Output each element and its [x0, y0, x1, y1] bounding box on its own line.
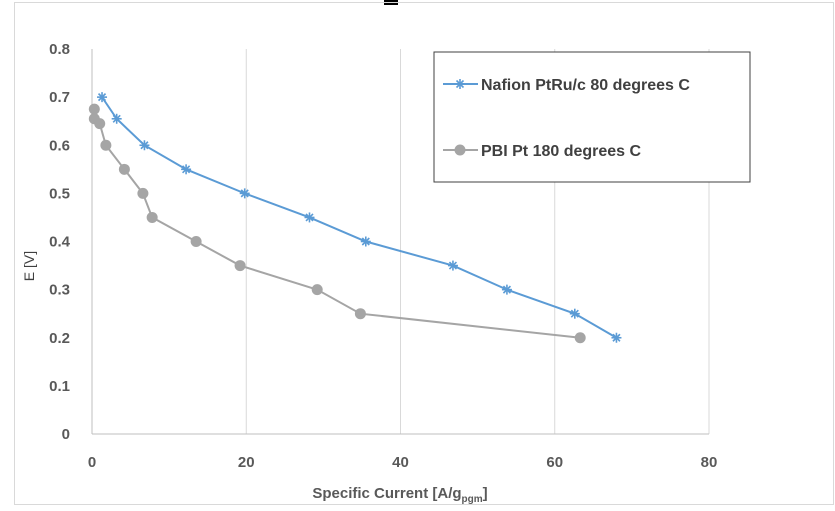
data-point-circle	[311, 284, 323, 296]
data-point-circle	[234, 260, 246, 272]
data-point-circle	[100, 139, 112, 151]
x-tick-label: 40	[392, 454, 409, 471]
x-tick-label: 60	[546, 454, 563, 471]
data-point-asterisk	[569, 308, 580, 319]
data-point-circle	[354, 308, 366, 320]
data-point-asterisk	[97, 92, 108, 103]
y-tick-label: 0	[62, 426, 70, 443]
data-point-asterisk	[139, 140, 150, 151]
data-point-asterisk	[447, 260, 458, 271]
data-point-asterisk	[181, 164, 192, 175]
legend-entry-pbi: PBI Pt 180 degrees C	[443, 143, 642, 160]
y-tick-label: 0.2	[49, 330, 70, 347]
x-axis-label-close: ]	[483, 485, 488, 502]
legend-marker-nafion	[455, 79, 465, 89]
y-tick-label: 0.5	[49, 185, 70, 202]
x-tick-label: 80	[701, 454, 718, 471]
data-point-circle	[94, 118, 106, 130]
y-tick-label: 0.6	[49, 137, 70, 154]
series-pbi	[88, 103, 586, 344]
data-point-asterisk	[111, 113, 122, 124]
y-tick-label: 0.4	[49, 234, 71, 251]
x-axis-label-main: Specific Current [A/g	[312, 485, 461, 502]
x-tick-label: 20	[238, 454, 255, 471]
y-tick-label: 0.1	[49, 378, 70, 395]
data-point-circle	[118, 163, 130, 175]
data-point-circle	[137, 187, 149, 199]
data-point-asterisk	[304, 212, 315, 223]
y-tick-label: 0.8	[49, 41, 70, 58]
axes: 0 0.1 0.2 0.3 0.4 0.5 0.6 0.7 0.8 0 20 40 60 80	[49, 41, 717, 471]
legend-asterisk-marker	[455, 79, 465, 89]
data-point-asterisk	[501, 284, 512, 295]
data-point-circle	[146, 211, 158, 223]
data-point-circle	[88, 103, 100, 115]
legend-circle-marker	[454, 144, 466, 156]
y-tick-label: 0.7	[49, 89, 70, 106]
legend: Nafion PtRu/c 80 degrees C PBI Pt 180 de…	[433, 51, 751, 183]
series-group	[88, 92, 622, 344]
x-axis-label-subscript: pgm	[462, 494, 483, 505]
data-point-circle	[190, 236, 202, 247]
y-tick-label: 0.3	[49, 282, 70, 299]
chart-area-border	[14, 2, 834, 505]
data-point-circle	[574, 332, 586, 344]
x-tick-label: 0	[88, 454, 96, 471]
y-axis-label: E [V]	[21, 251, 37, 281]
data-point-asterisk	[239, 188, 250, 199]
legend-marker-pbi	[454, 144, 466, 156]
legend-entry-nafion: Nafion PtRu/c 80 degrees C	[443, 77, 690, 94]
x-axis-label: Specific Current [A/gpgm]	[312, 485, 487, 505]
data-point-asterisk	[360, 236, 371, 247]
series-nafion	[97, 92, 622, 343]
legend-label-pbi: PBI Pt 180 degrees C	[481, 143, 642, 160]
legend-label-nafion: Nafion PtRu/c 80 degrees C	[481, 77, 690, 94]
data-point-asterisk	[611, 332, 622, 343]
legend-box	[433, 51, 751, 183]
